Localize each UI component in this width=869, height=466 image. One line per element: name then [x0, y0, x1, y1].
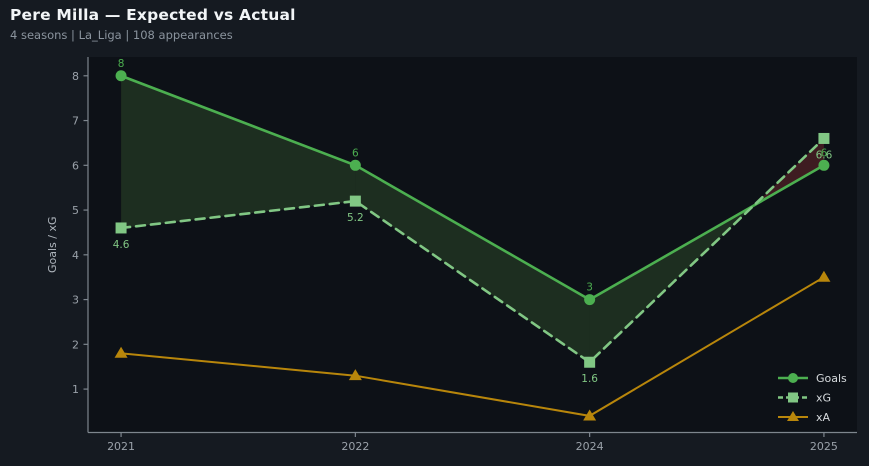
xg-data-label: 5.2: [347, 212, 364, 224]
goals-data-label: 6: [352, 147, 359, 159]
x-tick-label: 2025: [810, 440, 838, 453]
legend-label: xA: [816, 411, 831, 424]
y-tick-label: 6: [72, 159, 79, 172]
xg-data-label: 1.6: [581, 373, 598, 385]
xa-marker: [348, 369, 362, 381]
y-tick-label: 3: [72, 294, 79, 307]
goals-line: [119, 74, 826, 302]
xg-marker: [349, 195, 361, 207]
y-tick-label: 8: [72, 70, 79, 83]
goals-data-label: 8: [118, 58, 125, 70]
x-tick-label: 2024: [576, 440, 604, 453]
goals-marker: [115, 70, 127, 82]
xg-marker: [115, 222, 127, 234]
series-goals: 8 6 3 6: [115, 58, 830, 306]
legend-label: Goals: [816, 372, 847, 385]
xa-marker: [583, 409, 597, 421]
xa-marker: [114, 346, 128, 358]
legend-item-goals: Goals: [778, 372, 847, 385]
x-tick-label: 2022: [341, 440, 369, 453]
xg-data-label: 6.6: [816, 149, 833, 161]
fill-segment: [355, 165, 590, 363]
chart-title: Pere Milla — Expected vs Actual: [10, 6, 296, 24]
xa-line: [120, 276, 825, 417]
legend-item-xg: xG: [778, 392, 831, 405]
x-tick-label: 2021: [107, 440, 135, 453]
xg-marker: [818, 132, 830, 144]
y-tick-label: 5: [72, 204, 79, 217]
xg-marker: [584, 356, 596, 368]
goals-marker: [818, 159, 830, 171]
xg-line: [119, 137, 826, 364]
legend-item-xa: xA: [778, 411, 831, 424]
fill-segment: [121, 75, 356, 228]
goals-data-label: 3: [586, 282, 593, 294]
xg-data-label: 4.6: [113, 239, 130, 251]
y-axis-title: Goals / xG: [46, 216, 59, 273]
legend: Goals xG xA: [778, 372, 847, 424]
y-tick-label: 2: [72, 338, 79, 351]
goals-data-label: 6: [821, 147, 828, 159]
goals-marker: [584, 294, 596, 306]
goals-marker: [349, 159, 361, 171]
legend-marker-triangle-up-icon: [787, 411, 799, 421]
legend-marker-square-icon: [788, 392, 798, 403]
chart-subtitle: 4 seasons | La_Liga | 108 appearances: [10, 28, 233, 42]
plot-area: [88, 57, 857, 433]
xa-marker: [817, 270, 831, 282]
legend-marker-circle-icon: [788, 373, 798, 383]
y-tick-label: 7: [72, 115, 79, 128]
legend-label: xG: [816, 392, 831, 405]
series-xg: 4.6 5.2 1.6 6.6: [113, 132, 833, 385]
series-xa: [114, 270, 831, 421]
y-tick-label: 4: [72, 249, 79, 262]
axes: 1 2 3 4 5 6 7 8 2021 2022 2024 2025 Goals / xG: [46, 57, 857, 453]
y-tick-label: 1: [72, 383, 79, 396]
